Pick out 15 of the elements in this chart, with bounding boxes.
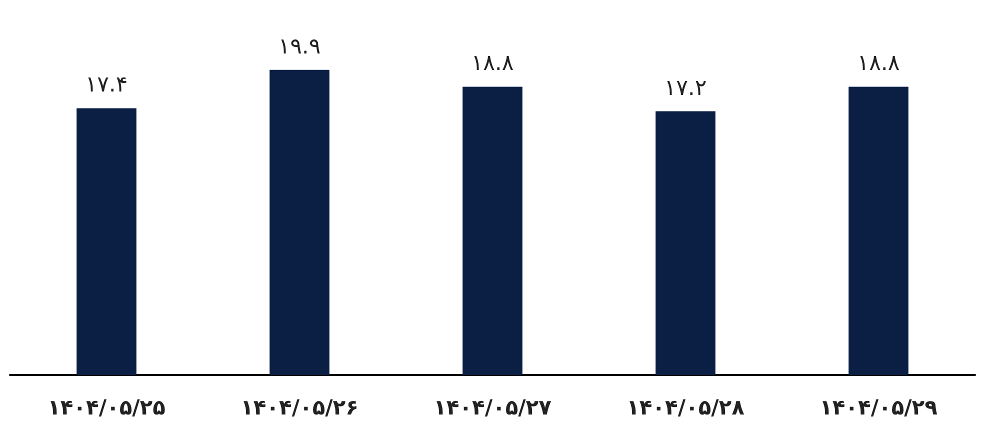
bar xyxy=(848,86,908,375)
x-tick-label: ۱۴۰۴/۰۵/۲۹ xyxy=(820,396,938,420)
x-tick-label: ۱۴۰۴/۰۵/۲۷ xyxy=(434,396,552,420)
bar xyxy=(656,111,716,375)
data-label: ۱۸.۸ xyxy=(857,51,900,76)
data-label: ۱۷.۴ xyxy=(85,72,128,98)
bar xyxy=(462,86,522,375)
data-label: ۱۹.۹ xyxy=(278,34,321,60)
data-label: ۱۸.۸ xyxy=(471,51,514,76)
x-tick-label: ۱۴۰۴/۰۵/۲۸ xyxy=(626,396,745,420)
bar xyxy=(270,70,330,375)
x-tick-label: ۱۴۰۴/۰۵/۲۶ xyxy=(240,396,358,420)
x-tick-label: ۱۴۰۴/۰۵/۲۵ xyxy=(48,396,166,420)
data-label: ۱۷.۲ xyxy=(664,76,707,101)
bar xyxy=(76,108,136,375)
